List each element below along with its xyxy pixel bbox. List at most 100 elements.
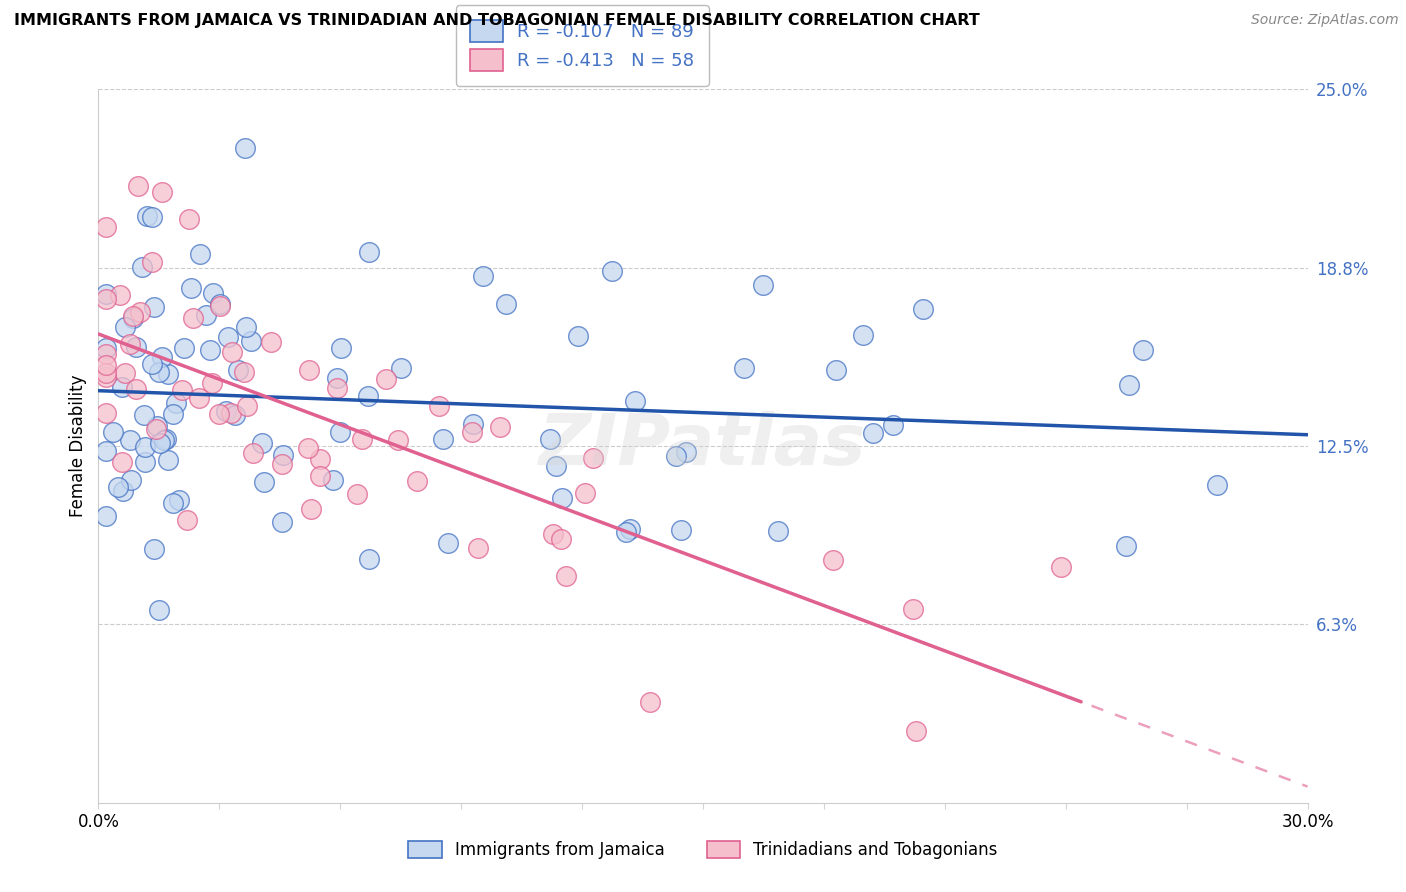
Point bbox=[1205, 478, 1227, 492]
Point bbox=[215, 404, 238, 418]
Point bbox=[128, 304, 150, 318]
Point bbox=[125, 340, 148, 354]
Point bbox=[614, 524, 637, 539]
Point bbox=[96, 406, 118, 420]
Point bbox=[150, 186, 173, 200]
Point bbox=[217, 330, 239, 344]
Point bbox=[145, 421, 167, 435]
Point bbox=[357, 389, 380, 403]
Point bbox=[165, 396, 187, 410]
Point bbox=[226, 363, 249, 377]
Point bbox=[675, 445, 697, 459]
Point bbox=[235, 319, 257, 334]
Point bbox=[96, 341, 118, 355]
Point bbox=[141, 254, 163, 268]
Point bbox=[134, 440, 156, 454]
Point bbox=[135, 209, 157, 223]
Point bbox=[427, 399, 450, 413]
Point bbox=[541, 527, 564, 541]
Point bbox=[297, 441, 319, 455]
Point bbox=[374, 371, 396, 385]
Point bbox=[96, 358, 118, 372]
Point bbox=[150, 350, 173, 364]
Point bbox=[176, 513, 198, 527]
Point bbox=[148, 365, 170, 379]
Point bbox=[131, 260, 153, 274]
Point bbox=[862, 425, 884, 440]
Point bbox=[271, 457, 294, 471]
Point bbox=[567, 329, 589, 343]
Point bbox=[242, 446, 264, 460]
Point bbox=[148, 603, 170, 617]
Point bbox=[134, 408, 156, 422]
Point bbox=[162, 407, 184, 421]
Point bbox=[127, 179, 149, 194]
Point bbox=[671, 523, 693, 537]
Point bbox=[253, 475, 276, 489]
Point bbox=[96, 292, 118, 306]
Point bbox=[299, 502, 322, 516]
Point bbox=[162, 496, 184, 510]
Point bbox=[118, 434, 141, 448]
Point bbox=[120, 473, 142, 487]
Point bbox=[208, 297, 231, 311]
Point bbox=[461, 417, 484, 432]
Point bbox=[460, 425, 482, 440]
Point bbox=[911, 302, 934, 317]
Point bbox=[188, 391, 211, 405]
Point bbox=[298, 363, 321, 377]
Point bbox=[406, 475, 429, 489]
Point bbox=[111, 455, 134, 469]
Point bbox=[1118, 378, 1140, 392]
Point bbox=[665, 449, 688, 463]
Point bbox=[768, 524, 790, 538]
Point bbox=[224, 408, 246, 422]
Point bbox=[155, 433, 177, 447]
Point bbox=[157, 452, 180, 467]
Point bbox=[270, 515, 292, 529]
Text: ZIPatlas: ZIPatlas bbox=[540, 411, 866, 481]
Point bbox=[198, 343, 221, 357]
Point bbox=[901, 602, 924, 616]
Y-axis label: Female Disability: Female Disability bbox=[69, 375, 87, 517]
Point bbox=[111, 484, 134, 499]
Point bbox=[141, 210, 163, 224]
Point bbox=[96, 220, 118, 235]
Point bbox=[145, 418, 167, 433]
Legend: Immigrants from Jamaica, Trinidadians and Tobagonians: Immigrants from Jamaica, Trinidadians an… bbox=[402, 834, 1004, 866]
Point bbox=[357, 552, 380, 566]
Point bbox=[96, 367, 118, 381]
Point bbox=[142, 300, 165, 314]
Point bbox=[467, 541, 489, 555]
Point bbox=[436, 536, 458, 550]
Text: IMMIGRANTS FROM JAMAICA VS TRINIDADIAN AND TOBAGONIAN FEMALE DISABILITY CORRELAT: IMMIGRANTS FROM JAMAICA VS TRINIDADIAN A… bbox=[14, 13, 980, 29]
Point bbox=[322, 473, 344, 487]
Point bbox=[114, 319, 136, 334]
Point bbox=[852, 327, 875, 342]
Point bbox=[1132, 343, 1154, 358]
Point bbox=[125, 382, 148, 396]
Point bbox=[219, 406, 242, 420]
Point bbox=[821, 553, 844, 567]
Point bbox=[308, 468, 330, 483]
Point bbox=[357, 245, 380, 260]
Point bbox=[114, 366, 136, 380]
Point bbox=[733, 360, 755, 375]
Point bbox=[153, 434, 176, 448]
Point bbox=[208, 407, 231, 421]
Point bbox=[638, 695, 661, 709]
Point bbox=[488, 420, 510, 434]
Point bbox=[550, 532, 572, 546]
Point bbox=[96, 509, 118, 524]
Point bbox=[600, 264, 623, 278]
Point bbox=[121, 310, 143, 324]
Point bbox=[167, 493, 190, 508]
Point bbox=[141, 357, 163, 371]
Point bbox=[188, 246, 211, 260]
Point bbox=[195, 308, 218, 322]
Point bbox=[624, 394, 647, 409]
Point bbox=[201, 285, 224, 300]
Point bbox=[96, 443, 118, 458]
Point bbox=[432, 432, 454, 446]
Point bbox=[149, 436, 172, 450]
